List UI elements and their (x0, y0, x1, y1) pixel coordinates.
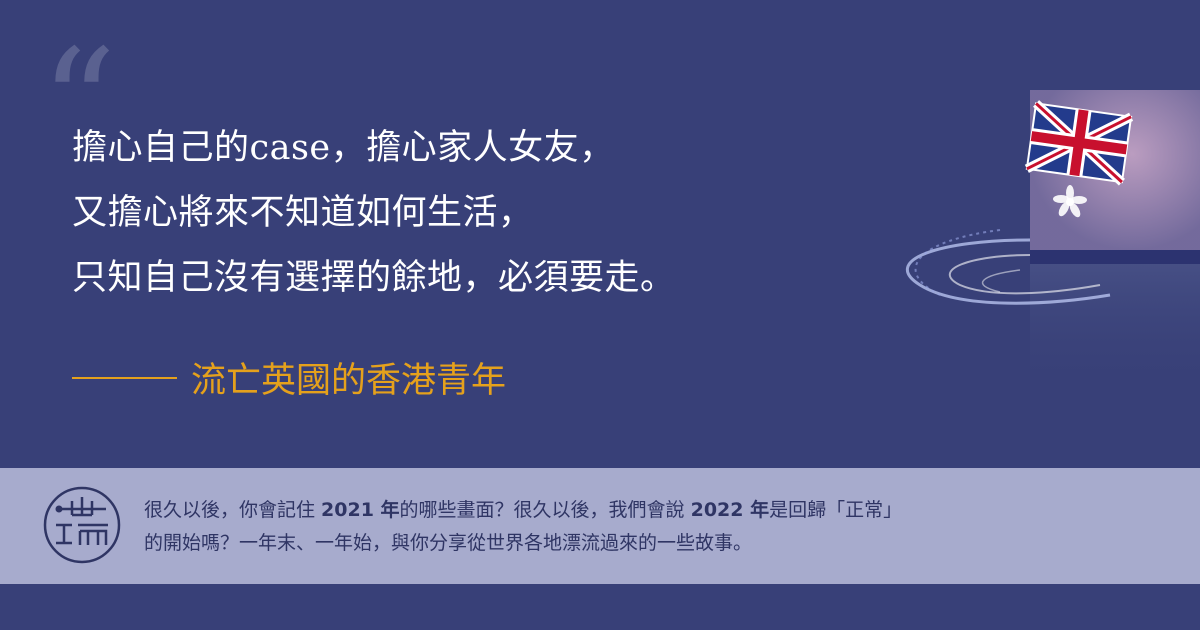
band-line-1-part-5: 是回歸「正常」 (769, 499, 903, 521)
attribution-dash (72, 376, 177, 379)
quote-text: 擔心自己的case，擔心家人女友， 又擔心將來不知道如何生活， 只知自己沒有選擇… (72, 116, 676, 311)
band-year-2021: 2021 年 (321, 499, 400, 521)
band-year-2022: 2022 年 (690, 499, 770, 521)
band-description: 很久以後，你會記住 2021 年的哪些畫面？很久以後，我們會說 2022 年是回… (144, 494, 1164, 560)
band-line-1: 很久以後，你會記住 2021 年的哪些畫面？很久以後，我們會說 2022 年是回… (144, 494, 1164, 527)
band-line-1-part-3: 的哪些畫面？很久以後，我們會說 (399, 499, 691, 521)
quote-mark-icon: “ (40, 18, 117, 192)
flag-illustration (905, 90, 1200, 394)
band-line-2: 的開始嗎？一年末、一年始，與你分享從世界各地漂流過來的一些故事。 (144, 532, 753, 554)
quote-line-2: 又擔心將來不知道如何生活， (72, 193, 534, 233)
info-band: 很久以後，你會記住 2021 年的哪些畫面？很久以後，我們會說 2022 年是回… (0, 468, 1200, 584)
logo-icon (43, 486, 121, 564)
attribution-text: 流亡英國的香港青年 (191, 361, 507, 401)
quote-line-1: 擔心自己的case，擔心家人女友， (72, 128, 615, 168)
quote-line-3: 只知自己沒有選擇的餘地，必須要走。 (72, 258, 676, 298)
attribution: 流亡英國的香港青年 (72, 352, 506, 403)
band-line-1-part-1: 很久以後，你會記住 (144, 499, 322, 521)
